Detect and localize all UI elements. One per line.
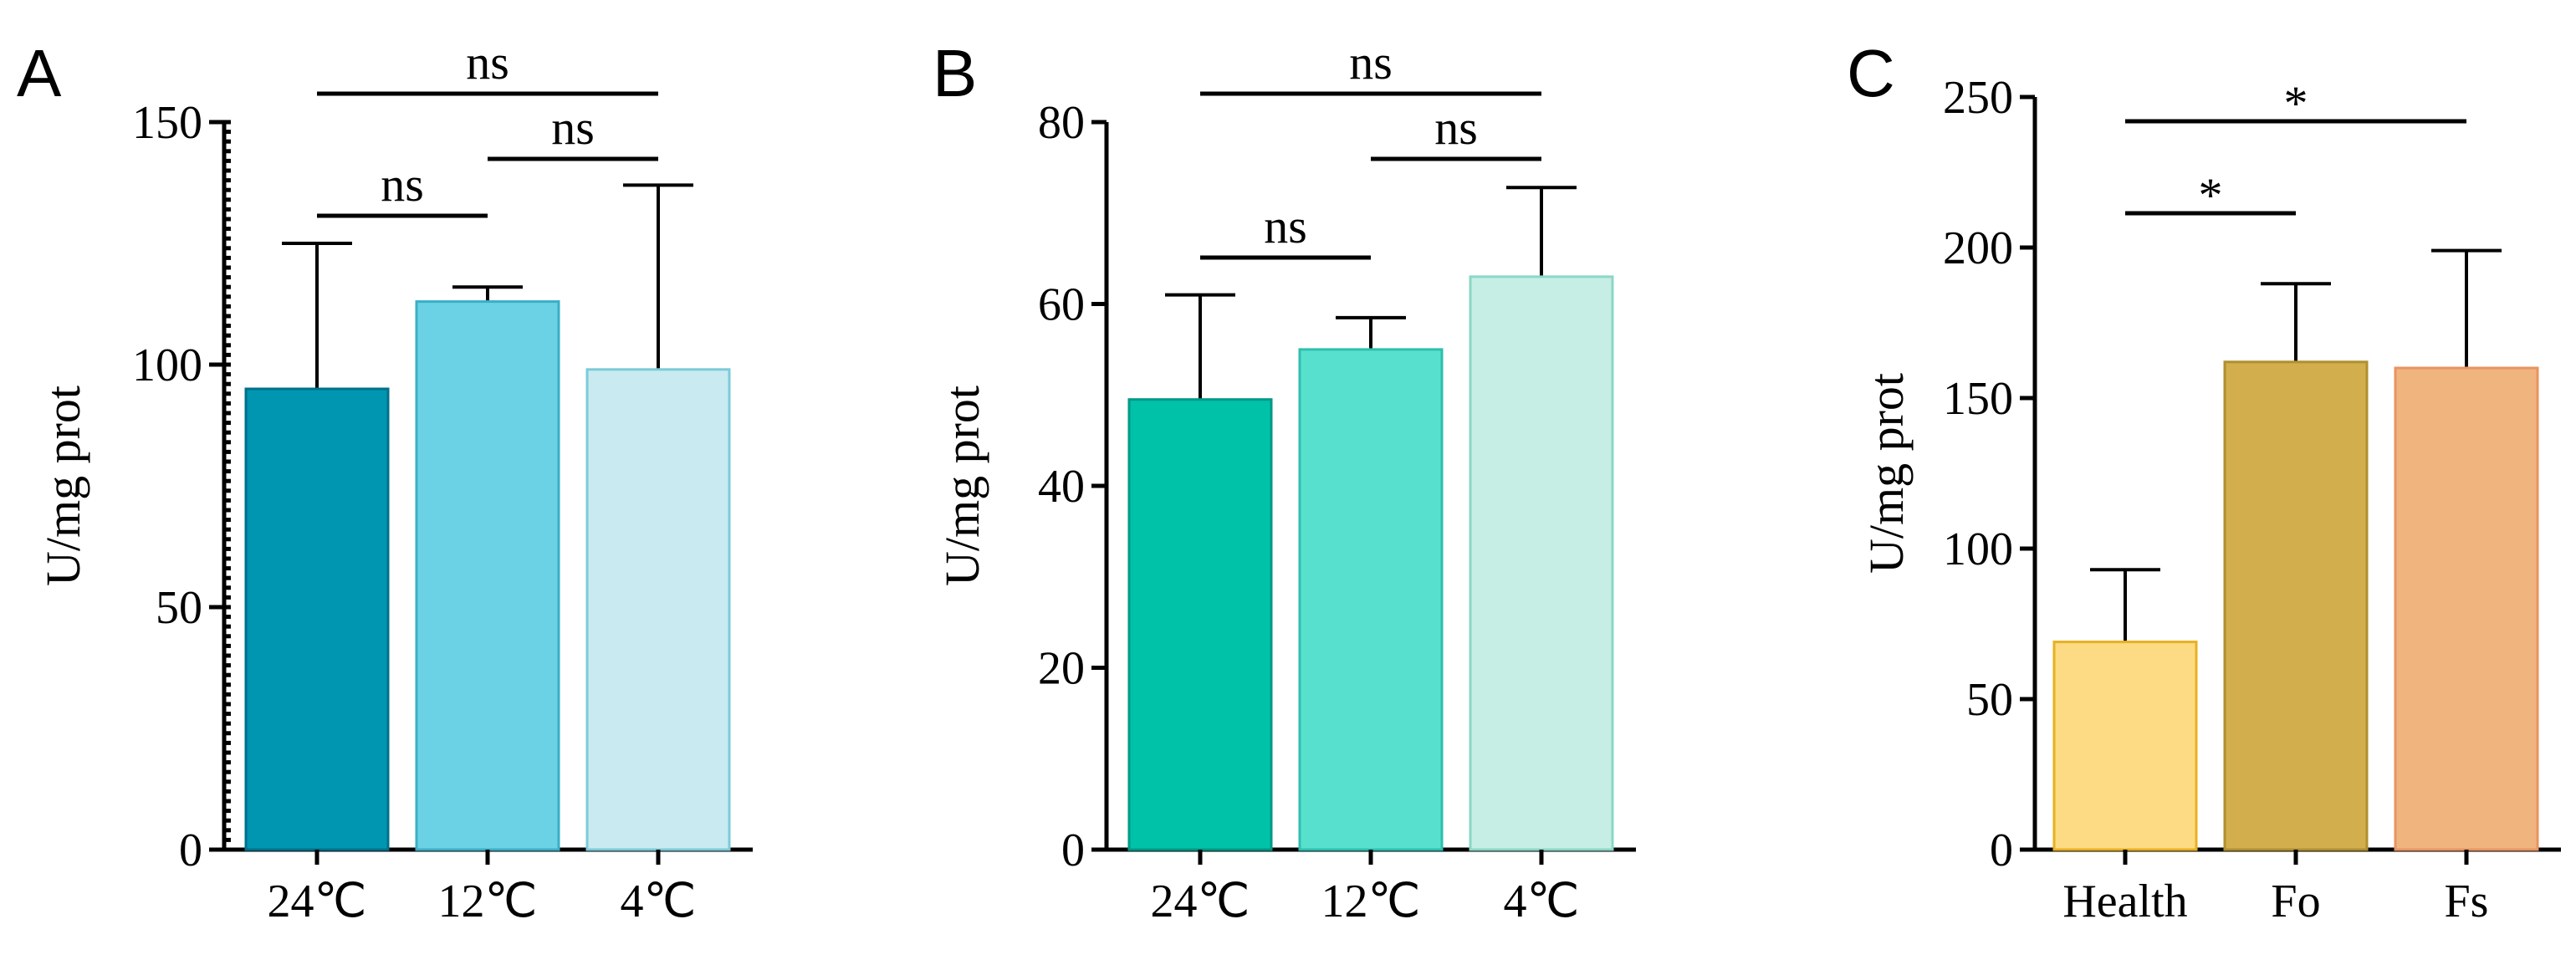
significance-label: ns xyxy=(381,157,424,212)
y-tick-label: 200 xyxy=(1943,222,2013,274)
y-tick-label: 100 xyxy=(1943,523,2013,575)
bar-2 xyxy=(1469,275,1614,851)
y-tick-label: 80 xyxy=(1038,97,1085,149)
bar-0 xyxy=(1127,398,1273,851)
significance-label: ns xyxy=(551,100,595,155)
y-axis-label: U/mg prot xyxy=(1859,373,1914,574)
significance-label: ns xyxy=(1264,199,1307,253)
bar-2 xyxy=(585,368,731,851)
significance-label: * xyxy=(2284,76,2308,130)
x-tick-label: 24℃ xyxy=(268,876,367,927)
x-tick-label: 4℃ xyxy=(621,876,697,927)
y-tick-label: 150 xyxy=(132,97,202,149)
x-tick-label: 4℃ xyxy=(1504,876,1580,927)
y-tick-label: 0 xyxy=(1990,825,2013,876)
bar-1 xyxy=(415,300,560,851)
y-tick-label: 250 xyxy=(1943,72,2013,124)
significance-label: * xyxy=(2199,168,2223,222)
x-tick-label: 24℃ xyxy=(1151,876,1250,927)
significance-label: ns xyxy=(1349,35,1393,89)
y-tick-label: 20 xyxy=(1038,643,1085,695)
y-tick-label: 60 xyxy=(1038,279,1085,331)
x-tick-label: Fo xyxy=(2271,876,2320,927)
y-tick-label: 150 xyxy=(1943,373,2013,425)
y-tick-label: 0 xyxy=(1061,825,1085,876)
significance-label: ns xyxy=(1434,100,1478,155)
bar-1 xyxy=(2223,360,2369,851)
bar-1 xyxy=(1298,348,1444,851)
bar-0 xyxy=(2052,641,2198,851)
panel-letter: C xyxy=(1847,36,1895,110)
chart-panel-c: C 0 50 100 150 200 250 U/mg prot Health Fo Fs * * xyxy=(1847,36,2561,927)
panel-letter: B xyxy=(933,36,977,110)
x-tick-label: Health xyxy=(2062,876,2187,927)
y-axis-label: U/mg prot xyxy=(935,386,989,586)
y-tick-label: 40 xyxy=(1038,461,1085,513)
bar-2 xyxy=(2394,366,2539,851)
x-tick-label: 12℃ xyxy=(1321,876,1421,927)
y-tick-label: 50 xyxy=(156,582,202,634)
bar-0 xyxy=(244,387,390,851)
y-tick-label: 50 xyxy=(1966,674,2013,726)
significance-label: ns xyxy=(466,35,509,89)
x-tick-label: Fs xyxy=(2445,876,2489,927)
y-tick-label: 100 xyxy=(132,340,202,391)
x-tick-label: 12℃ xyxy=(438,876,538,927)
y-axis-label: U/mg prot xyxy=(36,386,90,586)
y-tick-label: 0 xyxy=(179,825,202,876)
panel-letter: A xyxy=(17,36,62,110)
